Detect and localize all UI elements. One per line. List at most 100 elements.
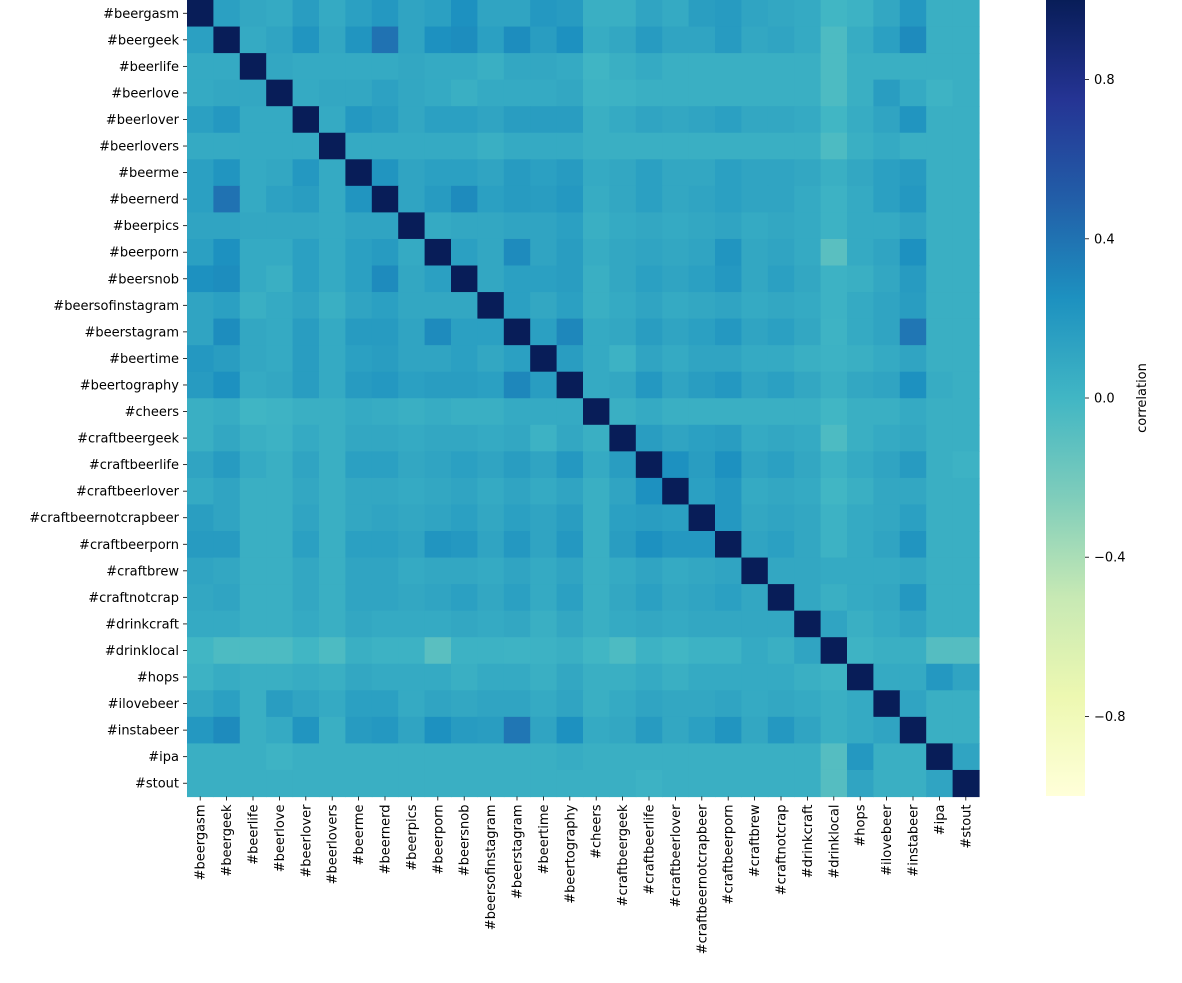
heatmap-cell xyxy=(477,504,505,532)
heatmap-cell xyxy=(213,345,241,373)
heatmap-cell xyxy=(847,371,874,399)
heatmap-cell xyxy=(715,212,742,240)
heatmap-cell xyxy=(741,743,769,771)
heatmap-cell xyxy=(398,79,426,107)
heatmap-cell xyxy=(319,292,346,320)
heatmap-cell xyxy=(266,477,294,506)
heatmap-cell xyxy=(530,371,558,399)
heatmap-cell xyxy=(530,292,558,320)
heatmap-cell xyxy=(926,106,954,134)
heatmap-cell xyxy=(451,132,478,160)
heatmap-cell xyxy=(952,716,980,744)
heatmap-cell xyxy=(926,26,954,54)
heatmap-cell xyxy=(662,159,690,187)
heatmap-cell xyxy=(371,690,399,718)
heatmap-cell xyxy=(530,531,558,559)
heatmap-cell xyxy=(741,371,769,399)
y-tick-label: #craftbeergeek xyxy=(77,432,179,447)
heatmap-cell xyxy=(741,212,769,240)
heatmap-cell xyxy=(794,185,822,213)
heatmap-cell xyxy=(899,557,927,585)
heatmap-cell xyxy=(635,398,663,426)
heatmap-cell xyxy=(398,477,426,506)
heatmap-cell xyxy=(319,504,346,532)
heatmap-cell xyxy=(926,557,954,585)
heatmap-cell xyxy=(239,743,267,771)
heatmap-cell xyxy=(794,345,822,373)
heatmap-cell xyxy=(899,185,927,213)
heatmap-cell xyxy=(239,371,267,399)
heatmap-cell xyxy=(213,424,241,452)
heatmap-cell xyxy=(239,159,267,187)
heatmap-cell xyxy=(847,132,874,160)
heatmap-cell xyxy=(477,0,505,28)
heatmap-cell xyxy=(820,716,848,744)
heatmap-cell xyxy=(213,238,241,267)
heatmap-cell xyxy=(847,238,874,267)
heatmap-cell xyxy=(926,371,954,399)
heatmap-cell xyxy=(530,398,558,426)
heatmap-cell xyxy=(767,345,795,373)
heatmap-cell xyxy=(635,743,663,771)
heatmap-cell xyxy=(451,557,478,585)
heatmap-cell xyxy=(873,53,901,81)
heatmap-cell xyxy=(952,371,980,399)
heatmap-cell xyxy=(662,238,690,267)
heatmap-cell xyxy=(609,637,637,665)
heatmap-cell xyxy=(424,292,452,320)
heatmap-cell xyxy=(503,610,531,638)
heatmap-cell xyxy=(239,610,267,638)
heatmap-cell xyxy=(794,716,822,744)
x-tick-label: #beerstagram xyxy=(511,805,526,900)
heatmap-cell xyxy=(345,132,373,160)
heatmap-cell xyxy=(688,610,716,638)
heatmap-cell xyxy=(213,451,241,479)
x-tick-label: #drinklocal xyxy=(827,805,842,879)
heatmap-cell xyxy=(503,53,531,81)
heatmap-cell xyxy=(398,185,426,213)
heatmap-cell xyxy=(767,716,795,744)
y-axis-tick-labels: #beergasm #beergeek #beerlife #beerlove #bee… xyxy=(29,7,187,792)
heatmap-cell xyxy=(292,477,320,506)
heatmap-cell xyxy=(662,292,690,320)
heatmap-cell xyxy=(635,477,663,506)
heatmap-cell xyxy=(424,477,452,506)
y-tick-label: #stout xyxy=(135,777,179,792)
heatmap-cell xyxy=(609,663,637,691)
heatmap-cell xyxy=(899,0,927,28)
y-tick-label: #craftbrew xyxy=(106,564,179,579)
heatmap-cell xyxy=(556,531,584,559)
heatmap-cell xyxy=(371,185,399,213)
heatmap-cell xyxy=(530,238,558,267)
heatmap-cell xyxy=(688,238,716,267)
heatmap-cell xyxy=(847,610,874,638)
x-tick-label: #instabeer xyxy=(907,804,922,877)
heatmap-cell xyxy=(266,318,294,346)
heatmap-cell xyxy=(952,265,980,293)
heatmap-cell xyxy=(688,690,716,718)
heatmap-cell xyxy=(266,743,294,771)
heatmap-cell xyxy=(688,132,716,160)
heatmap-cell xyxy=(899,345,927,373)
colorbar-tick-label: 0.4 xyxy=(1094,232,1115,247)
heatmap-cell xyxy=(952,398,980,426)
heatmap-cell xyxy=(741,398,769,426)
heatmap-cell xyxy=(635,292,663,320)
heatmap-cell xyxy=(609,584,637,612)
heatmap-cell xyxy=(583,159,610,187)
heatmap-cell xyxy=(715,584,742,612)
heatmap-cell xyxy=(583,265,610,293)
heatmap-cell xyxy=(345,584,373,612)
heatmap-cell xyxy=(213,53,241,81)
heatmap-cell xyxy=(371,106,399,134)
heatmap-cell xyxy=(688,159,716,187)
heatmap-cell xyxy=(847,743,874,771)
heatmap-cell xyxy=(715,238,742,267)
heatmap-cell xyxy=(662,185,690,213)
heatmap-cell xyxy=(187,345,214,373)
heatmap-cell xyxy=(371,265,399,293)
heatmap-cell xyxy=(477,690,505,718)
heatmap-cell xyxy=(741,0,769,28)
heatmap-cell xyxy=(371,477,399,506)
heatmap-cell xyxy=(187,743,214,771)
